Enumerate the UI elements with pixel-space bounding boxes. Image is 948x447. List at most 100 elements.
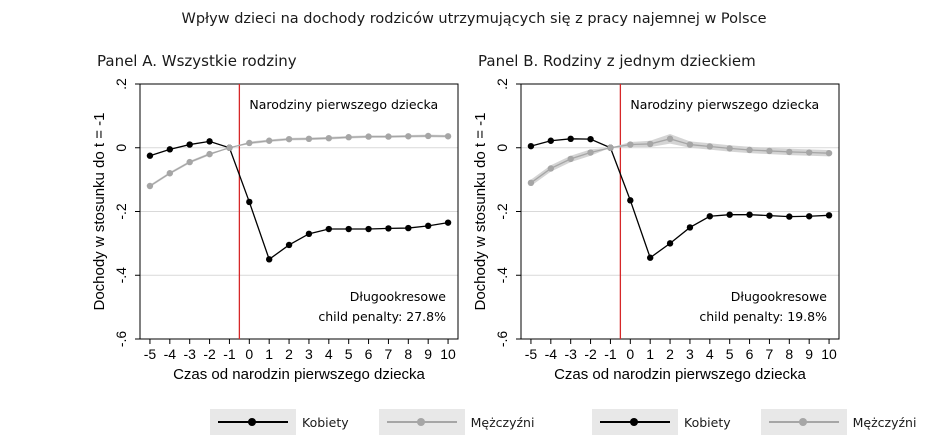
x-tick-label: 2 (666, 346, 674, 362)
series-men-point (587, 149, 594, 156)
series-women-point (825, 212, 833, 219)
x-tick-label: 7 (385, 346, 393, 362)
x-axis-label: Czas od narodzin pierwszego dziecka (173, 366, 425, 383)
series-men-point (746, 146, 753, 154)
series-women-point (265, 256, 273, 263)
legend-key-women (592, 409, 678, 435)
series-women-point (424, 222, 432, 230)
x-tick-label: 6 (746, 346, 754, 362)
x-tick-label: 4 (706, 346, 714, 362)
series-men-point (686, 141, 694, 148)
series-men-point (607, 144, 614, 151)
series-women-point (666, 240, 674, 247)
x-tick-label: -3 (183, 346, 196, 362)
series-men-point (365, 133, 372, 140)
x-tick-label: 1 (265, 346, 273, 362)
series-men-point (345, 134, 352, 141)
x-tick-label: -5 (525, 346, 538, 362)
y-tick-label: -.6 (113, 331, 129, 348)
series-women-point (325, 225, 333, 233)
series-men-point (186, 158, 193, 166)
series-women-point (746, 211, 753, 218)
y-axis-label: Dochody w stosunku do t = -1 (472, 112, 489, 310)
series-women-point (444, 219, 452, 226)
series-men-point (265, 137, 273, 144)
series-men-point (385, 133, 392, 140)
series-men-point (547, 165, 555, 172)
series-men-point (166, 170, 174, 177)
series-men-point (805, 149, 813, 156)
x-tick-label: 10 (440, 346, 456, 362)
x-tick-label: 9 (805, 346, 813, 362)
legend-label-women: Kobiety (302, 414, 349, 430)
x-tick-label: 4 (325, 346, 333, 362)
series-women-point (365, 225, 372, 233)
x-tick-label: 3 (305, 346, 313, 362)
series-men-point (706, 143, 714, 150)
series-men-point (305, 135, 313, 143)
series-women-point (587, 135, 594, 143)
penalty-annotation: Długookresowe (731, 289, 828, 304)
series-women-point (166, 146, 174, 153)
legend-key-women (210, 409, 296, 435)
penalty-annotation: child penalty: 19.8% (699, 309, 827, 324)
series-women-point (285, 241, 293, 249)
y-tick-label: 0 (113, 144, 129, 152)
series-men-ci-band (530, 134, 830, 186)
x-tick-label: 8 (404, 346, 412, 362)
y-axis-label: Dochody w stosunku do t = -1 (91, 112, 108, 310)
series-men-point (786, 148, 793, 156)
x-tick-label: -1 (604, 346, 617, 362)
legend-panel-a: Kobiety Mężczyźni (210, 402, 534, 442)
legend-key-men (760, 409, 847, 435)
series-men-point (226, 144, 233, 151)
series-men-point (666, 135, 674, 143)
series-women-point (527, 142, 535, 150)
series-women-point (805, 213, 813, 220)
event-label: Narodziny pierwszego dziecka (249, 97, 438, 112)
series-women-point (686, 224, 694, 231)
series-men-point (527, 179, 535, 187)
series-men-point (405, 133, 412, 140)
series-women-point (706, 213, 714, 220)
series-women-line (530, 138, 830, 259)
x-tick-label: 8 (785, 346, 793, 362)
series-men-ci-band (149, 134, 449, 188)
panel-b-title: Panel B. Rodziny z jednym dzieckiem (478, 52, 756, 70)
x-tick-label: 0 (626, 346, 634, 362)
series-women-point (246, 198, 253, 206)
series-women-point (186, 141, 193, 148)
legend-panel-b: Kobiety Mężczyźni (592, 402, 916, 442)
series-men-point (646, 140, 654, 148)
series-men-point (627, 141, 634, 148)
series-women-point (567, 135, 574, 143)
series-men-point (325, 134, 333, 142)
y-tick-label: -.2 (494, 203, 510, 220)
penalty-annotation: Długookresowe (350, 289, 447, 304)
series-men-point (825, 149, 833, 157)
series-women-point (305, 230, 313, 238)
x-tick-label: 6 (365, 346, 373, 362)
series-men-line (530, 138, 830, 184)
x-tick-label: 10 (821, 346, 837, 362)
series-women-point (646, 254, 654, 261)
y-tick-label: -.4 (113, 267, 129, 284)
x-tick-label: 0 (245, 346, 253, 362)
x-tick-label: -1 (223, 346, 236, 362)
figure-title: Wpływ dzieci na dochody rodziców utrzymu… (181, 11, 767, 27)
series-men-point (444, 133, 452, 140)
x-axis-label: Czas od narodzin pierwszego dziecka (554, 366, 806, 383)
series-women-line (149, 140, 449, 261)
x-tick-label: 3 (686, 346, 694, 362)
series-men-point (726, 145, 733, 152)
legend-label-women: Kobiety (684, 414, 731, 430)
series-men-point (146, 182, 154, 190)
legend-key-men (378, 409, 465, 435)
x-tick-label: -4 (545, 346, 558, 362)
series-men-point (424, 132, 432, 140)
event-label: Narodziny pierwszego dziecka (630, 97, 819, 112)
series-women-point (385, 225, 392, 232)
series-women-point (627, 197, 634, 204)
